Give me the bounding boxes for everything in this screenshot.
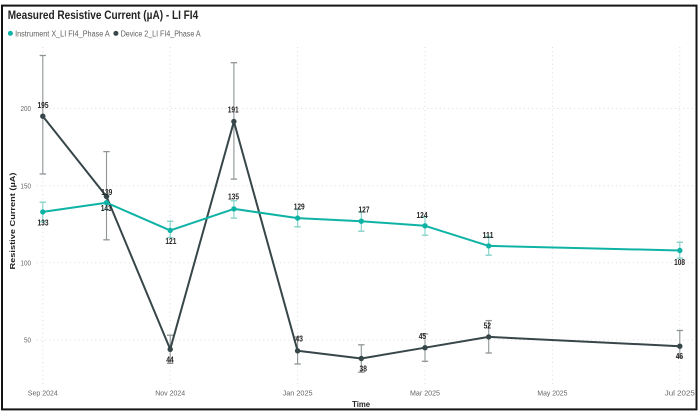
svg-text:195: 195: [38, 101, 50, 110]
svg-text:44: 44: [166, 356, 174, 365]
svg-text:139: 139: [101, 188, 113, 197]
svg-text:May 2025: May 2025: [537, 389, 567, 398]
svg-text:38: 38: [360, 364, 368, 373]
svg-text:135: 135: [228, 193, 240, 202]
svg-text:127: 127: [359, 206, 370, 215]
svg-text:50: 50: [24, 336, 31, 345]
svg-text:Mar 2025: Mar 2025: [410, 389, 440, 398]
svg-text:Nov 2024: Nov 2024: [155, 389, 185, 398]
svg-text:52: 52: [484, 321, 492, 330]
svg-text:46: 46: [676, 352, 684, 361]
svg-text:124: 124: [417, 211, 429, 220]
svg-text:133: 133: [38, 219, 50, 228]
svg-text:121: 121: [165, 237, 177, 246]
svg-text:111: 111: [483, 231, 495, 240]
svg-text:Instrument X_LI FI4_Phase A: Instrument X_LI FI4_Phase A: [15, 29, 110, 38]
svg-text:45: 45: [419, 332, 427, 341]
svg-text:43: 43: [296, 335, 304, 344]
svg-text:191: 191: [228, 105, 240, 114]
svg-text:200: 200: [21, 104, 32, 113]
svg-text:Device 2_LI FI4_Phase A: Device 2_LI FI4_Phase A: [121, 29, 202, 38]
svg-text:Jan 2025: Jan 2025: [283, 389, 313, 398]
svg-text:Resistive Current (µA): Resistive Current (µA): [8, 172, 17, 270]
svg-text:108: 108: [674, 258, 686, 267]
svg-text:150: 150: [21, 181, 32, 190]
svg-text:143: 143: [101, 204, 113, 213]
svg-text:100: 100: [21, 259, 32, 268]
svg-text:Measured Resistive Current (µA: Measured Resistive Current (µA) - LI FI4: [8, 8, 199, 22]
svg-text:129: 129: [294, 202, 306, 211]
svg-text:Time: Time: [352, 400, 371, 409]
svg-text:Jul 2025: Jul 2025: [665, 389, 695, 398]
svg-text:Sep 2024: Sep 2024: [28, 389, 58, 398]
